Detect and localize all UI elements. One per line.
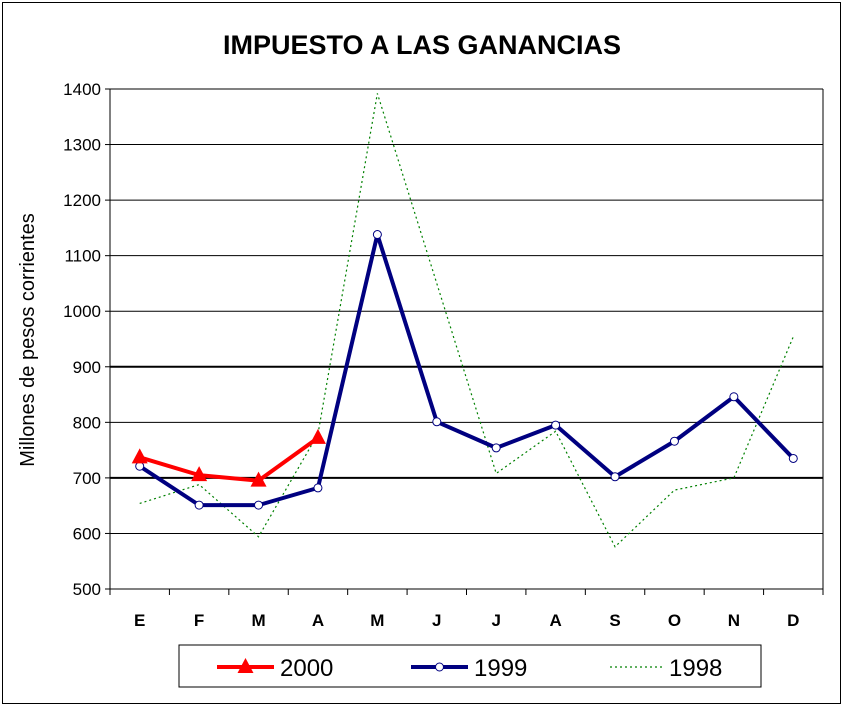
legend-item-1999: 1999 bbox=[411, 655, 527, 682]
x-tick-label: M bbox=[251, 611, 265, 630]
data-point bbox=[313, 483, 323, 493]
data-point bbox=[729, 392, 739, 402]
x-tick-label: J bbox=[432, 611, 441, 630]
data-point bbox=[669, 436, 679, 446]
legend-item-2000: 2000 bbox=[217, 655, 333, 682]
y-tick-label: 800 bbox=[73, 413, 101, 432]
x-tick-label: A bbox=[312, 611, 324, 630]
data-point bbox=[491, 443, 501, 453]
data-point bbox=[194, 500, 204, 510]
data-point bbox=[191, 466, 208, 482]
x-tick-label: F bbox=[194, 611, 204, 630]
series-line-1999 bbox=[138, 232, 795, 508]
x-tick-label: E bbox=[134, 611, 145, 630]
data-point bbox=[551, 420, 561, 430]
x-tick-label: A bbox=[549, 611, 561, 630]
legend-box bbox=[178, 644, 762, 688]
y-tick-label: 1300 bbox=[63, 136, 101, 155]
data-point bbox=[309, 428, 326, 444]
data-point bbox=[250, 471, 267, 487]
legend-label: 1998 bbox=[669, 655, 722, 682]
legend-marker bbox=[237, 658, 254, 673]
legend: 2000 1999 1998 bbox=[178, 644, 762, 688]
y-tick-label: 900 bbox=[73, 358, 101, 377]
data-point bbox=[788, 453, 798, 463]
y-tick-label: 1200 bbox=[63, 191, 101, 210]
y-tick-label: 500 bbox=[73, 580, 101, 599]
y-tick-label: 1000 bbox=[63, 302, 101, 321]
legend-item-1998: 1998 bbox=[610, 655, 722, 682]
data-point bbox=[131, 448, 148, 464]
data-point bbox=[610, 472, 620, 482]
y-axis-label: Millones de pesos corrientes bbox=[17, 213, 39, 466]
data-point bbox=[135, 461, 145, 471]
gridlines bbox=[110, 88, 823, 590]
y-tick-label: 1400 bbox=[63, 80, 101, 99]
series-1999 bbox=[135, 230, 798, 510]
series-line-2000 bbox=[139, 436, 320, 483]
y-tick-labels: 500 600 700 800 900 1000 1100 1200 1300 1400 bbox=[63, 80, 101, 599]
legend-label: 2000 bbox=[280, 655, 333, 682]
x-tick-label: M bbox=[370, 611, 384, 630]
y-tick-label: 1100 bbox=[64, 247, 101, 266]
x-tick-label: D bbox=[787, 611, 799, 630]
x-tick-label: S bbox=[609, 611, 620, 630]
x-tick-label: J bbox=[491, 611, 500, 630]
series-2000 bbox=[131, 428, 326, 487]
legend-marker bbox=[435, 662, 444, 672]
series-group bbox=[131, 93, 798, 548]
x-tick-label: O bbox=[668, 611, 681, 630]
y-tick-label: 600 bbox=[73, 524, 101, 543]
y-tick-label: 700 bbox=[73, 469, 101, 488]
chart-title: IMPUESTO A LAS GANANCIAS bbox=[223, 30, 621, 60]
x-tick-label: N bbox=[728, 611, 740, 630]
legend-label: 1999 bbox=[474, 655, 527, 682]
data-point bbox=[254, 500, 264, 510]
axes bbox=[105, 88, 824, 595]
data-point bbox=[432, 417, 442, 427]
data-point bbox=[372, 230, 382, 240]
